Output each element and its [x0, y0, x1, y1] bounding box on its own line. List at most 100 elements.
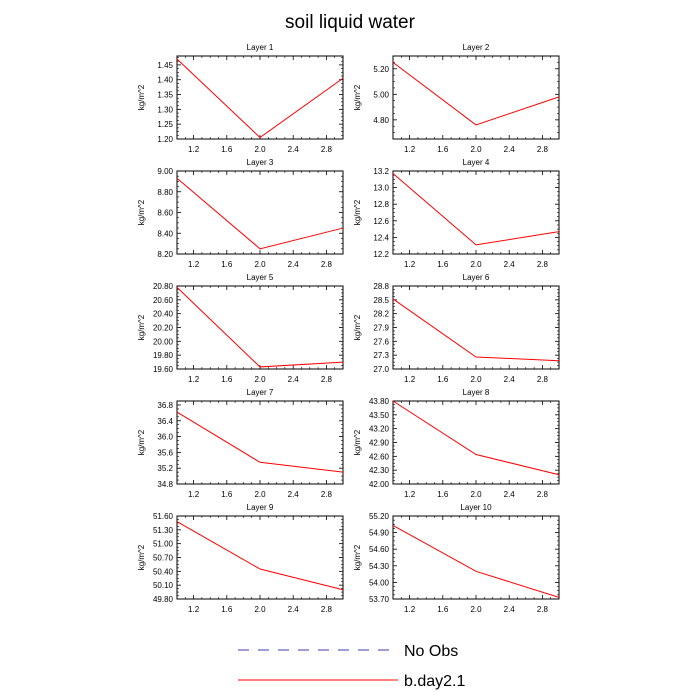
- x-tick-label: 2.0: [470, 145, 482, 154]
- x-tick-label: 2.4: [288, 375, 300, 384]
- y-tick-label: 36.4: [157, 417, 173, 426]
- legend-label-no-obs: No Obs: [404, 643, 458, 660]
- panel-title: Layer 3: [247, 158, 274, 167]
- x-tick-label: 2.4: [504, 145, 516, 154]
- y-axis-label: kg/m^2: [137, 314, 146, 340]
- x-tick-label: 1.2: [188, 260, 200, 269]
- x-tick-label: 1.2: [188, 145, 200, 154]
- y-axis-label: kg/m^2: [353, 314, 362, 340]
- x-tick-label: 1.6: [221, 260, 233, 269]
- y-axis-label: kg/m^2: [137, 84, 146, 110]
- panel-layer-9: Layer 9 kg/m^2 1.2 1.6 2.0 2.4 2.8 49.80 50.10 50…: [137, 503, 344, 614]
- panel-title: Layer 7: [247, 388, 274, 397]
- y-tick-label: 20.80: [153, 282, 174, 291]
- series-line-b-day2-1: [176, 287, 344, 368]
- figure-title: soil liquid water: [285, 12, 416, 33]
- y-tick-label: 51.60: [153, 512, 174, 521]
- y-tick-label: 1.35: [157, 91, 173, 100]
- y-tick-label: 12.2: [373, 250, 389, 259]
- y-tick-label: 50.70: [153, 554, 174, 563]
- y-tick-label: 20.60: [153, 296, 174, 305]
- y-tick-label: 8.80: [157, 188, 173, 197]
- plot-frame: [176, 170, 344, 255]
- y-tick-label: 5.00: [373, 90, 389, 99]
- x-tick-label: 2.4: [288, 145, 300, 154]
- panel-title: Layer 1: [247, 43, 274, 52]
- series-line-b-day2-1: [176, 411, 344, 473]
- legend: No Obs b.day2.1: [238, 643, 465, 690]
- y-tick-label: 27.3: [373, 351, 389, 360]
- x-tick-label: 1.6: [437, 145, 449, 154]
- x-tick-label: 1.6: [221, 375, 233, 384]
- x-tick-label: 1.6: [437, 260, 449, 269]
- y-tick-label: 1.45: [157, 61, 173, 70]
- y-tick-label: 35.6: [157, 448, 173, 457]
- x-tick-label: 1.2: [188, 490, 200, 499]
- y-tick-label: 20.20: [153, 324, 174, 333]
- y-tick-label: 51.30: [153, 526, 174, 535]
- panel-layer-2: Layer 2 kg/m^2 1.2 1.6 2.0 2.4 2.8 4.80 5.00 5.20: [353, 43, 560, 154]
- y-tick-label: 20.00: [153, 337, 174, 346]
- y-tick-label: 35.2: [157, 464, 173, 473]
- x-tick-label: 2.0: [254, 145, 266, 154]
- y-tick-label: 54.60: [369, 545, 390, 554]
- y-tick-label: 50.40: [153, 567, 174, 576]
- y-axis-label: kg/m^2: [137, 429, 146, 455]
- series-line-b-day2-1: [392, 298, 560, 362]
- x-tick-label: 2.4: [504, 605, 516, 614]
- panel-title: Layer 5: [247, 273, 274, 282]
- y-tick-label: 55.20: [369, 512, 390, 521]
- y-tick-label: 27.6: [373, 337, 389, 346]
- panel-title: Layer 9: [247, 503, 274, 512]
- y-axis-label: kg/m^2: [353, 429, 362, 455]
- x-tick-label: 1.2: [404, 260, 416, 269]
- y-tick-label: 53.70: [369, 595, 390, 604]
- y-tick-label: 28.5: [373, 296, 389, 305]
- y-tick-label: 8.20: [157, 250, 173, 259]
- y-tick-label: 54.90: [369, 529, 390, 538]
- y-axis-label: kg/m^2: [353, 544, 362, 570]
- y-tick-label: 12.4: [373, 233, 389, 242]
- x-tick-label: 2.0: [254, 260, 266, 269]
- panel-title: Layer 10: [460, 503, 492, 512]
- x-tick-label: 2.8: [537, 490, 549, 499]
- y-tick-label: 49.80: [153, 595, 174, 604]
- plot-frame: [176, 515, 344, 600]
- y-tick-label: 9.00: [157, 167, 173, 176]
- plot-frame: [392, 515, 560, 600]
- x-tick-label: 2.8: [321, 605, 333, 614]
- y-tick-label: 34.8: [157, 480, 173, 489]
- x-tick-label: 1.6: [437, 605, 449, 614]
- x-tick-label: 2.0: [470, 490, 482, 499]
- x-tick-label: 1.6: [437, 490, 449, 499]
- y-tick-label: 1.40: [157, 76, 173, 85]
- x-tick-label: 2.8: [321, 260, 333, 269]
- y-axis-label: kg/m^2: [137, 199, 146, 225]
- x-tick-label: 2.4: [504, 490, 516, 499]
- y-tick-label: 1.25: [157, 120, 173, 129]
- panel-layer-1: Layer 1 kg/m^2 1.2 1.6 2.0 2.4 2.8 1.20 1.25 1.30…: [137, 43, 344, 154]
- y-tick-label: 5.20: [373, 65, 389, 74]
- y-tick-label: 1.20: [157, 135, 173, 144]
- y-tick-label: 13.2: [373, 167, 389, 176]
- x-tick-label: 2.0: [254, 375, 266, 384]
- legend-label-b-day2-1: b.day2.1: [404, 673, 465, 690]
- panel-layer-3: Layer 3 kg/m^2 1.2 1.6 2.0 2.4 2.8 8.20 8.40 8.60…: [137, 158, 344, 269]
- series-line-b-day2-1: [392, 524, 560, 598]
- panel-layer-7: Layer 7 kg/m^2 1.2 1.6 2.0 2.4 2.8 34.8 35.2 35.6…: [137, 388, 344, 499]
- plot-frame: [392, 170, 560, 255]
- panel-layer-10: Layer 10 kg/m^2 1.2 1.6 2.0 2.4 2.8 53.70 54.00 5…: [353, 503, 560, 614]
- panel-layer-6: Layer 6 kg/m^2 1.2 1.6 2.0 2.4 2.8 27.0 27.3 27.6…: [353, 273, 560, 384]
- x-tick-label: 2.8: [537, 605, 549, 614]
- y-tick-label: 42.60: [369, 452, 390, 461]
- x-tick-label: 2.4: [504, 260, 516, 269]
- x-tick-label: 2.8: [321, 145, 333, 154]
- series-line-b-day2-1: [176, 521, 344, 591]
- panel-title: Layer 6: [463, 273, 490, 282]
- x-tick-label: 1.6: [221, 145, 233, 154]
- plot-frame: [176, 400, 344, 485]
- x-tick-label: 2.8: [537, 260, 549, 269]
- x-tick-label: 2.0: [254, 605, 266, 614]
- y-tick-label: 36.0: [157, 433, 173, 442]
